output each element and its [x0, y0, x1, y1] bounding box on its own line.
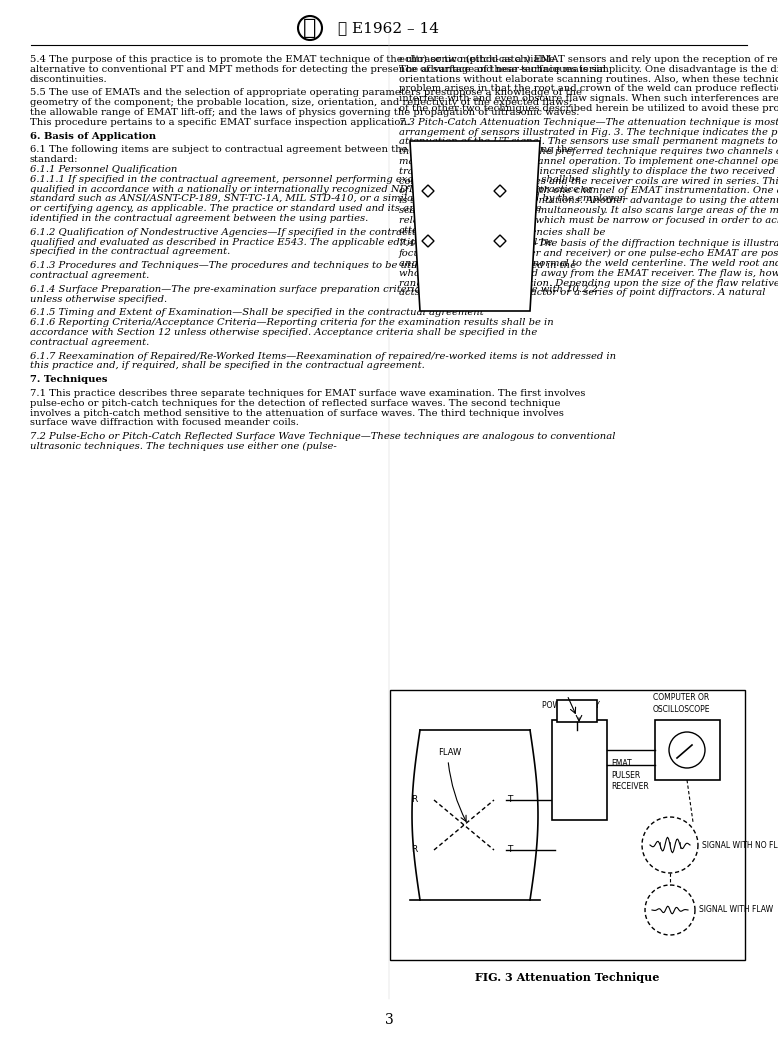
Text: echo) or two (pitch-catch) EMAT sensors and rely upon the reception of reflected: echo) or two (pitch-catch) EMAT sensors … [399, 55, 778, 65]
Text: range by means of diffraction. Depending upon the size of the flaw relative to t: range by means of diffraction. Depending… [399, 279, 778, 287]
Text: geometry of the component; the probable location, size, orientation, and reflect: geometry of the component; the probable … [30, 98, 572, 107]
Text: POWER SUPPLY: POWER SUPPLY [542, 702, 600, 711]
Text: specified in the contractual agreement.: specified in the contractual agreement. [30, 248, 230, 256]
Text: angle) with respect to the normal to the weld centerline. The weld root and crow: angle) with respect to the normal to the… [399, 259, 778, 269]
Text: ultrasonic techniques. The techniques use either one (pulse-: ultrasonic techniques. The techniques us… [30, 442, 337, 451]
Text: 6.1.2 Qualification of Nondestructive Agencies—If specified in the contractual a: 6.1.2 Qualification of Nondestructive Ag… [30, 228, 605, 236]
Polygon shape [494, 185, 506, 197]
Text: The advantage of these techniques is simplicity. One disadvantage is the difficu: The advantage of these techniques is sim… [399, 65, 778, 74]
Text: contractual agreement.: contractual agreement. [30, 271, 149, 280]
Text: whose signals are reflected away from the EMAT receiver. The flaw is, however, d: whose signals are reflected away from th… [399, 269, 778, 278]
Text: 6. Basis of Application: 6. Basis of Application [30, 131, 156, 141]
Text: Ⓜ: Ⓜ [303, 17, 317, 39]
Text: accordance with Section 12 unless otherwise specified. Acceptance criteria shall: accordance with Section 12 unless otherw… [30, 328, 538, 337]
Text: scan both sides of a weld simultaneously. It also scans large areas of the mater: scan both sides of a weld simultaneously… [399, 206, 778, 215]
Text: of the other two techniques described herein be utilized to avoid these problems: of the other two techniques described he… [399, 104, 778, 113]
Text: 7. Techniques: 7. Techniques [30, 375, 107, 384]
Text: focused EMATs (transmitter and receiver) or one pulse-echo EMAT are positioned a: focused EMATs (transmitter and receiver)… [399, 249, 778, 258]
Text: T: T [507, 845, 513, 855]
Bar [557, 700, 597, 722]
Text: attenuation of the UT signal. The sensors use small permanent magnets to generat: attenuation of the UT signal. The sensor… [399, 137, 778, 147]
Text: 6.1.4 Surface Preparation—The pre-examination surface preparation criteria shall: 6.1.4 Surface Preparation—The pre-examin… [30, 285, 598, 294]
Text: 7.2 Pulse-Echo or Pitch-Catch Reflected Surface Wave Technique—These techniques : 7.2 Pulse-Echo or Pitch-Catch Reflected … [30, 432, 615, 441]
Text: of EMAT coils to be used with one channel of EMAT instrumentation. One advantage: of EMAT coils to be used with one channe… [399, 186, 778, 196]
Text: alternative to conventional PT and MPT methods for detecting the presence of sur: alternative to conventional PT and MPT m… [30, 65, 606, 74]
Text: acts as either a point diffractor or a series of point diffractors. A natural: acts as either a point diffractor or a s… [399, 288, 766, 298]
Text: orientations without elaborate scanning routines. Also, when these techniques ar: orientations without elaborate scanning … [399, 75, 778, 83]
Text: that cross at right angles. The preferred technique requires two channels of EMA: that cross at right angles. The preferre… [399, 147, 778, 156]
Polygon shape [494, 235, 506, 247]
Text: arrangement of sensors illustrated in Fig. 3. The technique indicates the presen: arrangement of sensors illustrated in Fi… [399, 128, 778, 136]
Text: coils are then wired in series and the receiver coils are wired in series. This : coils are then wired in series and the r… [399, 177, 778, 185]
Text: pulse-echo or pitch-catch techniques for the detection of reflected surface wave: pulse-echo or pitch-catch techniques for… [30, 399, 560, 408]
Text: or certifying agency, as applicable. The practice or standard used and its appli: or certifying agency, as applicable. The… [30, 204, 541, 213]
Text: 6.1.1.1 If specified in the contractual agreement, personnel performing examinat: 6.1.1.1 If specified in the contractual … [30, 175, 580, 184]
Text: R: R [411, 795, 417, 805]
Text: Ⓜ E1962 – 14: Ⓜ E1962 – 14 [338, 21, 440, 35]
Text: identified in the contractual agreement between the using parties.: identified in the contractual agreement … [30, 214, 368, 223]
Text: R: R [411, 845, 417, 855]
Polygon shape [422, 185, 434, 197]
Text: qualified in accordance with a nationally or internationally recognized NDT pers: qualified in accordance with a nationall… [30, 184, 593, 194]
Text: 6.1.5 Timing and Extent of Examination—Shall be specified in the contractual agr: 6.1.5 Timing and Extent of Examination—S… [30, 308, 484, 318]
Text: 6.1 The following items are subject to contractual agreement between the parties: 6.1 The following items are subject to c… [30, 146, 573, 154]
Text: contractual agreement.: contractual agreement. [30, 337, 149, 347]
Text: the allowable range of EMAT lift-off; and the laws of physics governing the prop: the allowable range of EMAT lift-off; an… [30, 108, 580, 117]
Text: surface wave diffraction with focused meander coils.: surface wave diffraction with focused me… [30, 418, 299, 428]
Bar [552, 720, 607, 820]
Text: 6.1.6 Reporting Criteria/Acceptance Criteria—Reporting criteria for the examinat: 6.1.6 Reporting Criteria/Acceptance Crit… [30, 319, 554, 327]
Text: standard such as ANSI/ASNT-CP-189, SNT-TC-1A, MIL STD-410, or a similar document: standard such as ANSI/ASNT-CP-189, SNT-T… [30, 195, 624, 203]
Polygon shape [422, 235, 434, 247]
Text: discontinuities.: discontinuities. [30, 75, 107, 83]
Text: 7.3 Pitch-Catch Attenuation Technique—The attenuation technique is most effectiv: 7.3 Pitch-Catch Attenuation Technique—Th… [399, 118, 778, 127]
Text: qualified and evaluated as described in Practice E543. The applicable edition of: qualified and evaluated as described in … [30, 237, 552, 247]
Bar [655, 720, 720, 780]
Text: FIG. 3 Attenuation Technique: FIG. 3 Attenuation Technique [475, 972, 659, 983]
Text: EMAT
PULSER
RECEIVER: EMAT PULSER RECEIVER [611, 759, 649, 791]
Text: 5.4 The purpose of this practice is to promote the EMAT technique of the ultraso: 5.4 The purpose of this practice is to p… [30, 55, 555, 64]
Text: transmitter receiver pair is increased slightly to displace the two received sig: transmitter receiver pair is increased s… [399, 167, 778, 176]
Text: involves a pitch-catch method sensitive to the attenuation of surface waves. The: involves a pitch-catch method sensitive … [30, 409, 564, 417]
Text: may be modified for one-channel operation. To implement one-channel operation, t: may be modified for one-channel operatio… [399, 157, 778, 166]
Text: 7.4 Diffraction Technique—The basis of the diffraction technique is illustrated : 7.4 Diffraction Technique—The basis of t… [399, 239, 778, 249]
Text: COMPUTER OR
OSCILLOSCOPE: COMPUTER OR OSCILLOSCOPE [653, 693, 710, 714]
Text: FLAW: FLAW [438, 748, 461, 757]
Text: relates to the beam width, which must be narrow or focused in order to achieve a: relates to the beam width, which must be… [399, 215, 778, 225]
Text: 6.1.3 Procedures and Techniques—The procedures and techniques to be utilized sha: 6.1.3 Procedures and Techniques—The proc… [30, 261, 576, 271]
Text: This procedure pertains to a specific EMAT surface inspection application.: This procedure pertains to a specific EM… [30, 118, 410, 127]
Text: 6.1.1 Personnel Qualification: 6.1.1 Personnel Qualification [30, 166, 177, 174]
Text: SIGNAL WITH NO FLAW: SIGNAL WITH NO FLAW [702, 840, 778, 849]
Polygon shape [410, 141, 540, 311]
Text: 5.5 The use of EMATs and the selection of appropriate operating parameters presu: 5.5 The use of EMATs and the selection o… [30, 88, 582, 98]
Text: standard:: standard: [30, 155, 79, 164]
Text: T: T [507, 795, 513, 805]
Bar [390, 690, 745, 960]
Text: unless otherwise specified.: unless otherwise specified. [30, 295, 167, 304]
Text: is sensitivity to all flaw orientations. Another advantage to using the attenuat: is sensitivity to all flaw orientations.… [399, 196, 778, 205]
Text: problem arises in that the root and crown of the weld can produce reflections th: problem arises in that the root and crow… [399, 84, 778, 94]
Text: interfere with and even obscure flaw signals. When such interferences are appare: interfere with and even obscure flaw sig… [399, 94, 778, 103]
Text: 6.1.7 Reexamination of Repaired/Re-Worked Items—Reexamination of repaired/re-wor: 6.1.7 Reexamination of Repaired/Re-Worke… [30, 352, 616, 360]
Text: this practice and, if required, shall be specified in the contractual agreement.: this practice and, if required, shall be… [30, 361, 425, 371]
Text: 3: 3 [384, 1013, 394, 1027]
Text: 7.1 This practice describes three separate techniques for EMAT surface wave exam: 7.1 This practice describes three separa… [30, 389, 585, 398]
Text: attenuation.: attenuation. [399, 226, 461, 234]
Text: SIGNAL WITH FLAW: SIGNAL WITH FLAW [699, 906, 773, 914]
